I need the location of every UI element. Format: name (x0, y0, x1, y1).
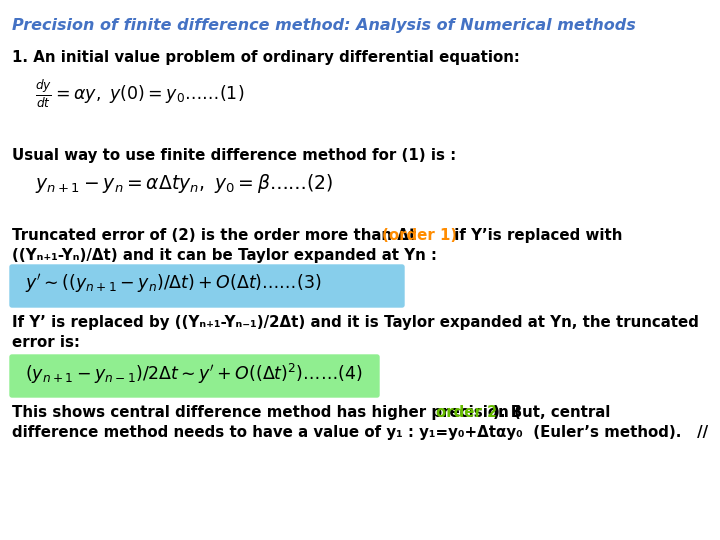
Text: Precision of finite difference method: Analysis of Numerical methods: Precision of finite difference method: A… (12, 18, 636, 33)
Text: $\frac{dy}{dt} = \alpha y,\ y(0) = y_0\ldots\ldots(1)$: $\frac{dy}{dt} = \alpha y,\ y(0) = y_0\l… (35, 78, 244, 110)
Text: 1. An initial value problem of ordinary differential equation:: 1. An initial value problem of ordinary … (12, 50, 520, 65)
Text: Truncated error of (2) is the order more than Δt: Truncated error of (2) is the order more… (12, 228, 427, 243)
Text: ((Yₙ₊₁-Yₙ)/Δt) and it can be Taylor expanded at Yn :: ((Yₙ₊₁-Yₙ)/Δt) and it can be Taylor expa… (12, 248, 437, 263)
Text: error is:: error is: (12, 335, 80, 350)
Text: This shows central difference method has higher precision (: This shows central difference method has… (12, 405, 521, 420)
FancyBboxPatch shape (10, 265, 404, 307)
Text: if Y’is replaced with: if Y’is replaced with (449, 228, 622, 243)
Text: order 2: order 2 (436, 405, 498, 420)
Text: $y'\sim ((y_{n+1} - y_n)/\Delta t) + O(\Delta t)\ldots\ldots(3)$: $y'\sim ((y_{n+1} - y_n)/\Delta t) + O(\… (25, 272, 321, 295)
Text: ). But, central: ). But, central (493, 405, 611, 420)
Text: If Y’ is replaced by ((Yₙ₊₁-Yₙ₋₁)/2Δt) and it is Taylor expanded at Yn, the trun: If Y’ is replaced by ((Yₙ₊₁-Yₙ₋₁)/2Δt) a… (12, 315, 699, 330)
Text: $y_{n+1} - y_n = \alpha\Delta t y_n,\ y_0 = \beta\ldots\ldots(2)$: $y_{n+1} - y_n = \alpha\Delta t y_n,\ y_… (35, 172, 333, 195)
Text: difference method needs to have a value of y₁ : y₁=y₀+Δtαy₀  (Euler’s method).  : difference method needs to have a value … (12, 425, 708, 440)
Text: Usual way to use finite difference method for (1) is :: Usual way to use finite difference metho… (12, 148, 456, 163)
Text: $(y_{n+1} - y_{n-1})/2\Delta t \sim y' + O((\Delta t)^2)\ldots\ldots(4)$: $(y_{n+1} - y_{n-1})/2\Delta t \sim y' +… (25, 362, 363, 386)
FancyBboxPatch shape (10, 355, 379, 397)
Text: (order 1): (order 1) (382, 228, 457, 243)
